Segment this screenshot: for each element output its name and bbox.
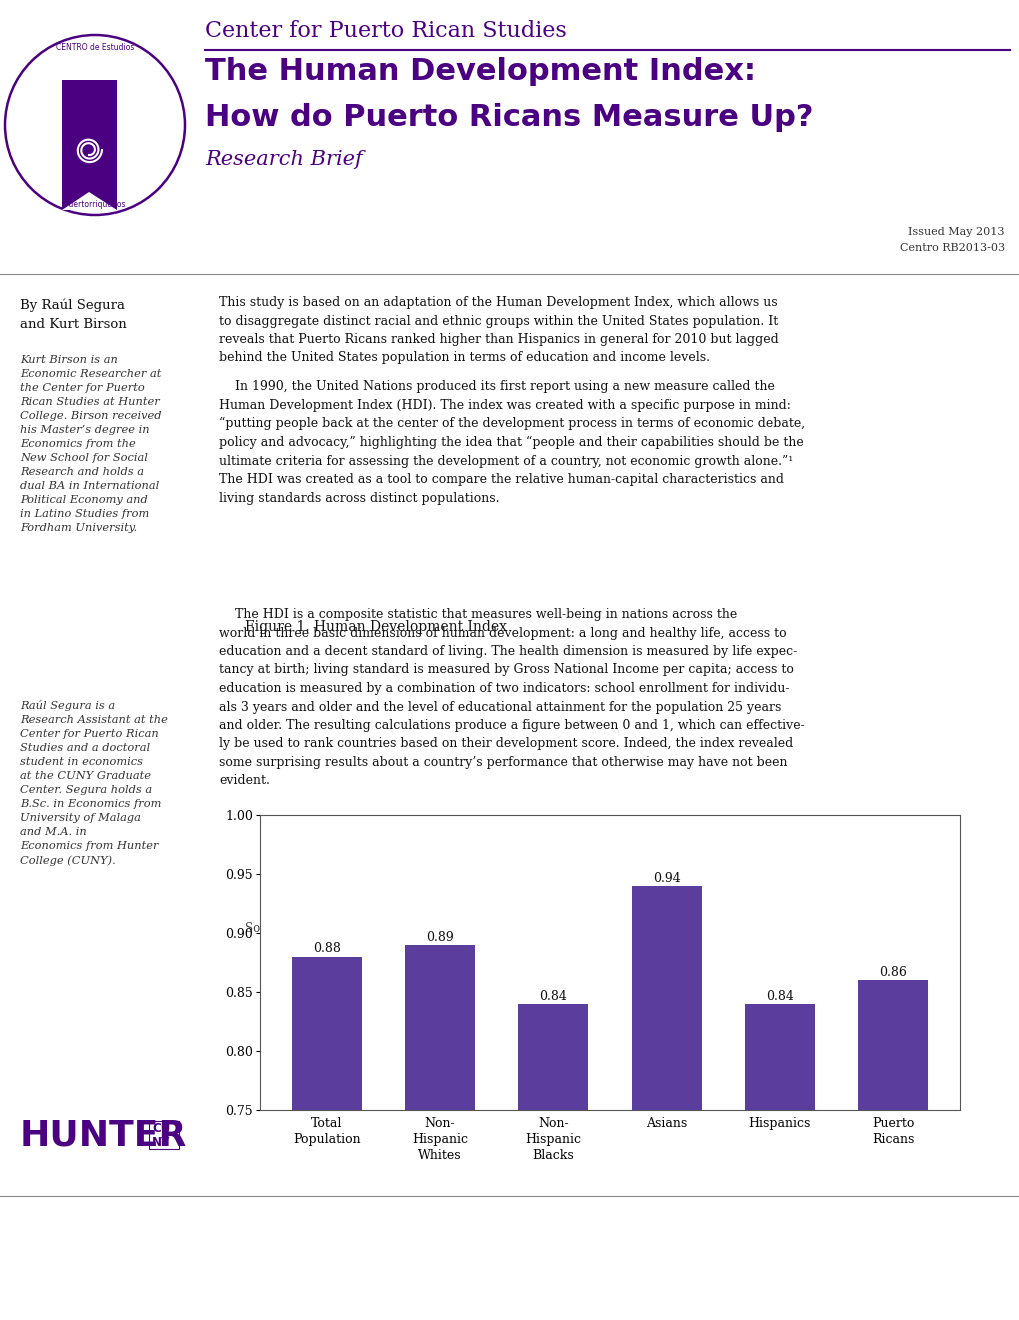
Text: 0.84: 0.84 xyxy=(765,990,793,1003)
Polygon shape xyxy=(62,191,117,210)
Text: Source: US Census Bureau ACS, 2010, 1-year estimates: Source: US Census Bureau ACS, 2010, 1-ye… xyxy=(245,921,579,935)
Text: In 1990, the United Nations produced its first report using a new measure called: In 1990, the United Nations produced its… xyxy=(219,380,804,504)
Text: Center for Puerto Rican Studies: Center for Puerto Rican Studies xyxy=(205,20,567,42)
Text: This study is based on an adaptation of the Human Development Index, which allow: This study is based on an adaptation of … xyxy=(219,296,777,364)
Text: 212-772-5688 • centropr.hunter.cuny.edu: 212-772-5688 • centropr.hunter.cuny.edu xyxy=(364,1279,655,1294)
Text: Raúl Segura is a
Research Assistant at the
Center for Puerto Rican
Studies and a: Raúl Segura is a Research Assistant at t… xyxy=(20,700,168,866)
Text: Kurt Birson is an
Economic Researcher at
the Center for Puerto
Rican Studies at : Kurt Birson is an Economic Researcher at… xyxy=(20,355,161,533)
Text: CU: CU xyxy=(152,1122,170,1134)
Bar xyxy=(291,957,362,1320)
Text: Research Brief: Research Brief xyxy=(205,150,363,169)
Bar xyxy=(405,945,475,1320)
Text: CENTRO de Estudios: CENTRO de Estudios xyxy=(56,44,135,51)
Text: By Raúl Segura
and Kurt Birson: By Raúl Segura and Kurt Birson xyxy=(20,298,126,330)
Text: The HDI is a composite statistic that measures well-being in nations across the
: The HDI is a composite statistic that me… xyxy=(219,609,804,788)
Bar xyxy=(857,981,927,1320)
Text: Figure 1. Human Development Index: Figure 1. Human Development Index xyxy=(245,620,506,634)
Text: Centro RB2013-03: Centro RB2013-03 xyxy=(899,243,1004,253)
Text: Puertorriqueños: Puertorriqueños xyxy=(64,201,125,209)
Text: HUNTER: HUNTER xyxy=(20,1118,187,1152)
Bar xyxy=(518,1003,588,1320)
Text: 0.88: 0.88 xyxy=(313,942,340,956)
Text: 0.84: 0.84 xyxy=(539,990,567,1003)
Text: 0.86: 0.86 xyxy=(878,966,906,979)
Bar xyxy=(744,1003,814,1320)
Text: Issued May 2013: Issued May 2013 xyxy=(908,227,1004,238)
Text: © Center for Puerto Rican Studies • Hunter College • CUNY • 695 Park Avenue • Ne: © Center for Puerto Rican Studies • Hunt… xyxy=(177,1236,842,1249)
Text: The Human Development Index:: The Human Development Index: xyxy=(205,57,755,86)
Text: 0.89: 0.89 xyxy=(426,931,453,944)
Text: 0.94: 0.94 xyxy=(652,871,680,884)
Polygon shape xyxy=(62,81,117,210)
Text: How do Puerto Ricans Measure Up?: How do Puerto Ricans Measure Up? xyxy=(205,103,813,132)
Text: NY: NY xyxy=(152,1135,170,1148)
Bar xyxy=(631,886,701,1320)
